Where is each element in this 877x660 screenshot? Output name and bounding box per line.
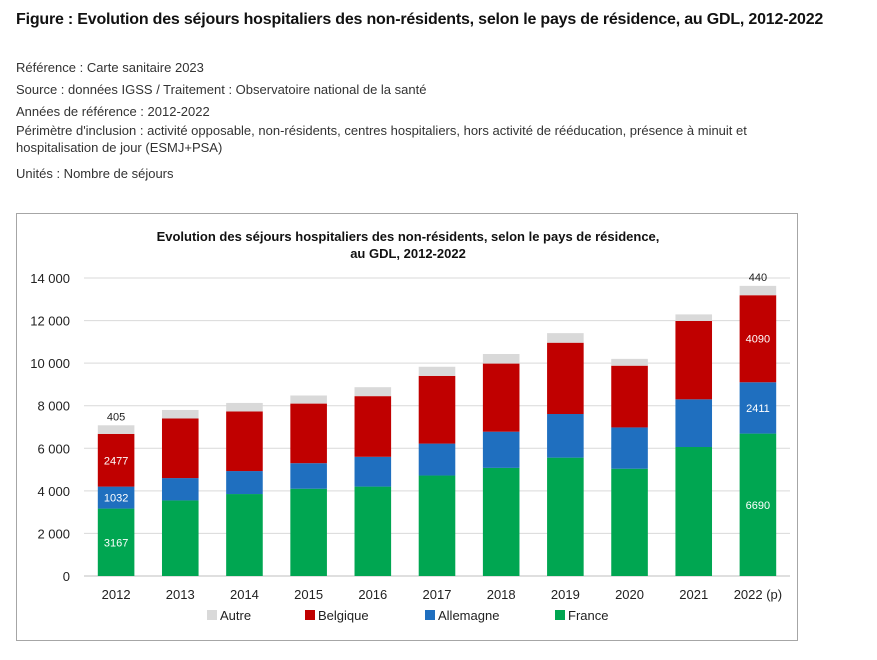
- x-tick-label: 2015: [294, 587, 323, 602]
- legend-label-allemagne: Allemagne: [438, 608, 499, 623]
- bar-belgique: [290, 403, 327, 464]
- legend-swatch-allemagne: [425, 610, 435, 620]
- bar-france: [482, 467, 520, 576]
- x-tick-label: 2019: [551, 587, 580, 602]
- figure-title: Figure : Evolution des séjours hospitali…: [16, 11, 824, 28]
- bar-france: [354, 486, 392, 576]
- y-tick-label: 4 000: [37, 484, 70, 499]
- data-label: 4090: [746, 334, 770, 346]
- bar-belgique: [97, 433, 135, 487]
- y-tick-label: 8 000: [37, 399, 70, 414]
- data-label: 6690: [746, 500, 770, 512]
- legend-label-autre: Autre: [220, 608, 251, 623]
- y-tick-label: 2 000: [37, 526, 70, 541]
- bar-autre: [290, 395, 327, 404]
- bar-belgique: [161, 418, 199, 479]
- bar-allemagne: [547, 414, 584, 458]
- bar-autre: [354, 387, 392, 397]
- bar-autre: [547, 333, 584, 343]
- bar-autre: [97, 425, 135, 434]
- x-tick-label: 2020: [615, 587, 644, 602]
- bar-autre: [611, 358, 648, 366]
- bar-autre: [739, 285, 777, 296]
- y-tick-label: 0: [63, 569, 70, 584]
- bar-autre: [161, 409, 199, 419]
- bar-france: [97, 508, 135, 576]
- x-tick-label: 2012: [102, 587, 131, 602]
- bar-allemagne: [97, 486, 135, 509]
- data-label: 405: [107, 411, 125, 423]
- bar-allemagne: [611, 427, 648, 469]
- x-tick-label: 2014: [230, 587, 259, 602]
- legend-swatch-autre: [207, 610, 217, 620]
- bar-allemagne: [739, 382, 777, 434]
- bar-allemagne: [482, 431, 520, 468]
- meta-perimetre-line2: hospitalisation de jour (ESMJ+PSA): [16, 140, 223, 155]
- bar-belgique: [482, 363, 520, 432]
- bar-belgique: [611, 365, 648, 428]
- meta-perimetre-line1: Périmètre d'inclusion : activité opposab…: [16, 123, 747, 138]
- data-label: 3167: [104, 537, 128, 549]
- bar-autre: [675, 314, 713, 321]
- bar-belgique: [675, 320, 713, 400]
- data-label: 2477: [104, 455, 128, 467]
- bar-autre: [418, 366, 456, 376]
- bar-allemagne: [418, 443, 456, 476]
- bar-france: [611, 468, 648, 576]
- bar-allemagne: [354, 456, 392, 487]
- meta-annees: Années de référence : 2012-2022: [16, 104, 210, 119]
- bar-belgique: [226, 411, 263, 472]
- meta-source: Source : données IGSS / Traitement : Obs…: [16, 82, 427, 97]
- bar-allemagne: [290, 463, 327, 489]
- bar-france: [290, 488, 327, 576]
- meta-reference: Référence : Carte sanitaire 2023: [16, 60, 204, 75]
- bar-belgique: [547, 342, 584, 415]
- x-tick-label: 2016: [358, 587, 387, 602]
- chart-title-line2: au GDL, 2012-2022: [350, 246, 466, 261]
- x-tick-label: 2013: [166, 587, 195, 602]
- y-tick-label: 14 000: [30, 271, 70, 286]
- bar-france: [675, 447, 713, 576]
- bar-allemagne: [226, 471, 263, 495]
- bar-france: [739, 433, 777, 576]
- chart-title: Evolution des séjours hospitaliers des n…: [17, 228, 799, 262]
- bar-france: [418, 475, 456, 576]
- y-tick-label: 10 000: [30, 356, 70, 371]
- x-tick-label: 2018: [487, 587, 516, 602]
- x-tick-label: 2022 (p): [734, 587, 782, 602]
- bar-france: [226, 494, 263, 576]
- bar-allemagne: [161, 478, 199, 501]
- bar-france: [547, 457, 584, 576]
- legend-label-belgique: Belgique: [318, 608, 369, 623]
- chart-frame: Evolution des séjours hospitaliers des n…: [16, 213, 798, 641]
- data-label: 2411: [746, 403, 770, 415]
- legend-swatch-belgique: [305, 610, 315, 620]
- chart-title-line1: Evolution des séjours hospitaliers des n…: [156, 229, 660, 244]
- bar-allemagne: [675, 399, 713, 448]
- stacked-bar-chart: 0 2 000 4 000 6 000 8 000 10 000 12 000 14 000 2…: [30, 271, 790, 623]
- bar-autre: [482, 353, 520, 364]
- y-tick-label: 6 000: [37, 441, 70, 456]
- y-tick-label: 12 000: [30, 314, 70, 329]
- bar-belgique: [739, 295, 777, 383]
- meta-perimetre: Périmètre d'inclusion : activité opposab…: [16, 122, 856, 156]
- legend-swatch-france: [555, 610, 565, 620]
- data-label: 440: [749, 272, 767, 284]
- legend-label-france: France: [568, 608, 608, 623]
- bar-belgique: [418, 375, 456, 444]
- x-tick-label: 2021: [679, 587, 708, 602]
- meta-unites: Unités : Nombre de séjours: [16, 166, 174, 181]
- data-label: 1032: [104, 493, 128, 505]
- bar-belgique: [354, 396, 392, 457]
- x-tick-label: 2017: [423, 587, 452, 602]
- bar-france: [161, 500, 199, 576]
- bar-autre: [226, 402, 263, 412]
